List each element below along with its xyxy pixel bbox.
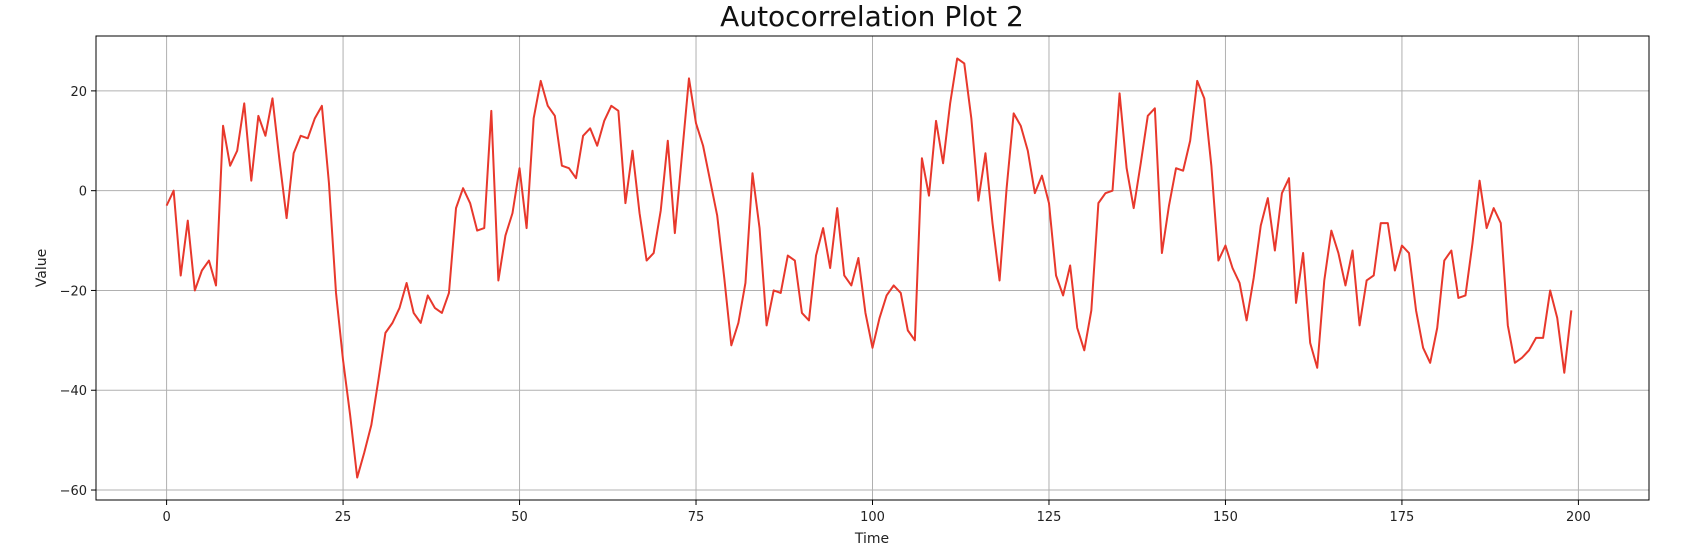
grid-lines	[96, 36, 1649, 500]
x-tick-label: 175	[1390, 510, 1415, 525]
y-tick-label: 0	[79, 185, 87, 200]
x-tick-label: 0	[162, 510, 170, 525]
axis-ticks: 0 25 50 75 100 125 150 175 200 −60 −40 −20 0 20	[60, 85, 1591, 525]
y-tick-label: −20	[60, 284, 87, 299]
x-tick-label: 50	[511, 510, 528, 525]
x-tick-label: 100	[860, 510, 885, 525]
x-tick-label: 125	[1037, 510, 1062, 525]
y-tick-label: 20	[70, 85, 87, 100]
x-tick-label: 25	[335, 510, 352, 525]
x-tick-label: 200	[1566, 510, 1591, 525]
x-tick-label: 150	[1213, 510, 1238, 525]
plot-frame	[95, 35, 1650, 501]
x-tick-label: 75	[688, 510, 705, 525]
x-axis-label: Time	[854, 531, 889, 547]
y-tick-label: −40	[60, 384, 87, 399]
y-tick-label: −60	[60, 484, 87, 499]
series-layer	[165, 57, 1573, 479]
series-line	[165, 57, 1573, 479]
chart-title: Autocorrelation Plot 2	[720, 0, 1024, 33]
y-axis-label: Value	[34, 249, 50, 287]
